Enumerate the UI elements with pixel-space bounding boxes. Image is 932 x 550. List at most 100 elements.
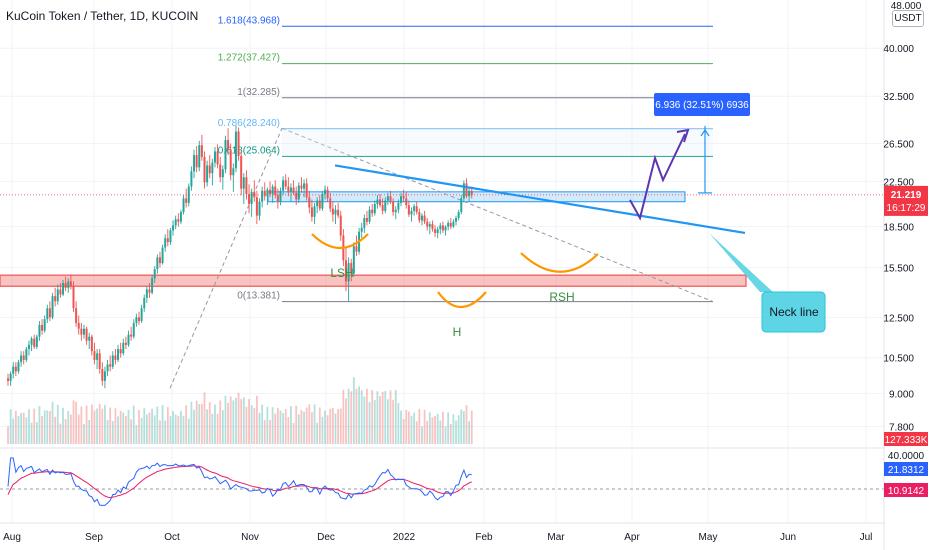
candle-body xyxy=(428,224,431,227)
volume-bar xyxy=(104,404,106,444)
volume-bar xyxy=(101,408,104,444)
candle-body xyxy=(439,225,442,230)
volume-tag xyxy=(884,432,928,446)
candle-body xyxy=(96,353,99,360)
volume-bar xyxy=(410,415,413,444)
volume-bar xyxy=(130,419,133,444)
candle-body xyxy=(93,351,96,360)
volume-bar xyxy=(284,409,287,444)
candle-body xyxy=(355,246,358,252)
fib-fill xyxy=(282,128,713,157)
volume-bar xyxy=(20,412,22,444)
volume-bar xyxy=(127,409,130,444)
volume-bar xyxy=(143,408,146,444)
candle-body xyxy=(462,183,465,199)
price-axis-tick: 22.500 xyxy=(883,177,914,188)
volume-bar xyxy=(379,396,381,444)
candle-body xyxy=(38,324,41,337)
volume-bar xyxy=(279,410,282,444)
volume-bar xyxy=(350,391,353,444)
candle-body xyxy=(405,198,408,206)
candle-body xyxy=(284,180,287,187)
candle-body xyxy=(389,196,392,202)
volume-bar xyxy=(462,411,465,444)
candle-body xyxy=(7,378,9,381)
measure-label: 6.936 (32.51%) 6936 xyxy=(655,100,749,111)
volume-bar xyxy=(421,426,423,444)
candle-body xyxy=(75,308,78,323)
candle-body xyxy=(164,238,167,248)
candle-body xyxy=(271,186,274,195)
time-axis-tick: Dec xyxy=(317,532,335,543)
candle-body xyxy=(12,366,15,374)
volume-bar xyxy=(392,399,395,444)
candle-body xyxy=(297,185,300,200)
neckline xyxy=(334,164,746,235)
rsi-line xyxy=(7,457,472,506)
candle-body xyxy=(329,198,332,209)
candle-body xyxy=(397,202,400,210)
candle-body xyxy=(321,194,324,209)
candle-body xyxy=(177,219,180,222)
candle-body xyxy=(219,164,222,178)
volume-bar xyxy=(156,406,159,444)
candle-body xyxy=(206,165,209,183)
candle-body xyxy=(269,189,271,195)
candle-body xyxy=(216,151,219,165)
candle-body xyxy=(227,139,230,150)
candle-body xyxy=(384,200,387,211)
volume-bar xyxy=(14,410,17,444)
volume-bar xyxy=(290,406,292,444)
volume-bar xyxy=(345,398,347,444)
volume-bar xyxy=(190,401,193,444)
fib-level-label: 1.272(37.427) xyxy=(218,53,280,64)
volume-bar xyxy=(436,413,439,444)
candle-body xyxy=(106,364,109,372)
volume-bar xyxy=(64,418,67,444)
candle-body xyxy=(410,210,413,215)
fib-level-label: 1.618(43.968) xyxy=(218,15,280,26)
volume-bar xyxy=(224,395,227,444)
volume-bar xyxy=(371,390,374,444)
candle-body xyxy=(465,183,468,197)
volume-bar xyxy=(465,405,468,444)
rsi-ma-value: 10.9142 xyxy=(888,486,925,497)
candle-body xyxy=(69,281,72,287)
candle-body xyxy=(101,368,104,381)
fib-level-label: 1(32.285) xyxy=(237,87,280,98)
volume-bar xyxy=(313,404,316,444)
price-axis-tick: 12.500 xyxy=(883,313,914,324)
candle-body xyxy=(295,192,298,200)
candle-body xyxy=(289,187,292,192)
volume-bar xyxy=(468,421,471,444)
candle-body xyxy=(213,151,216,163)
volume-bar xyxy=(428,412,431,444)
currency-badge[interactable]: USDT xyxy=(892,10,924,27)
volume-bar xyxy=(256,395,258,444)
time-axis-tick: Oct xyxy=(164,532,180,543)
volume-bar xyxy=(300,409,303,444)
candle-body xyxy=(420,215,423,221)
candle-body xyxy=(379,199,382,206)
candle-body xyxy=(200,145,203,157)
volume-bar xyxy=(261,404,264,444)
candle-body xyxy=(279,190,282,202)
price-axis-tick: 26.500 xyxy=(883,139,914,150)
volume-bar xyxy=(402,419,405,444)
volume-bar xyxy=(106,419,109,444)
volume-bar xyxy=(229,396,232,444)
candle-body xyxy=(331,208,334,215)
volume-bar xyxy=(43,410,46,444)
measure-label-box xyxy=(654,93,750,116)
candle-countdown: 16:17:29 xyxy=(887,203,926,214)
candle-body xyxy=(242,177,245,189)
candle-body xyxy=(255,197,258,216)
volume-bar xyxy=(56,404,59,444)
volume-bar xyxy=(9,409,12,444)
volume-bar xyxy=(434,416,436,444)
candle-body xyxy=(324,189,327,195)
callout-box xyxy=(761,291,826,333)
volume-bar xyxy=(169,416,172,444)
right-shoulder-label: RSH xyxy=(549,290,574,304)
